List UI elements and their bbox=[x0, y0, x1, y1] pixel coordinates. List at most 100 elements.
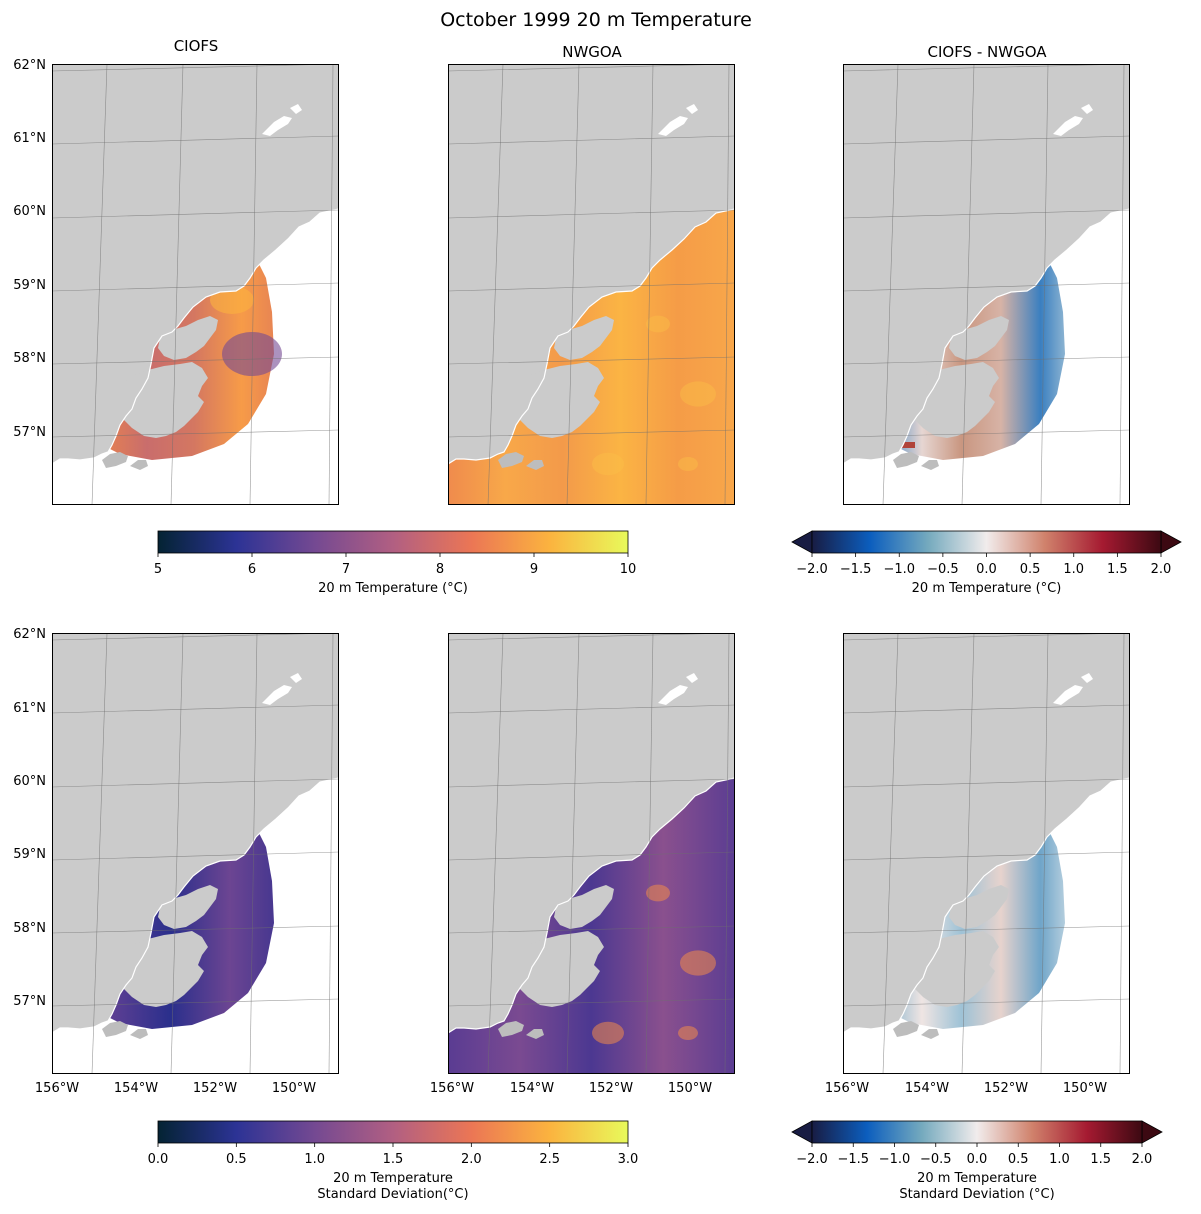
colorbar-tick-label: −0.5 bbox=[927, 562, 959, 577]
lon-label: 150°W bbox=[272, 1081, 316, 1096]
parallel-line bbox=[448, 925, 735, 934]
meridian-line bbox=[249, 633, 258, 1074]
small-islands bbox=[102, 1021, 148, 1039]
parallel-line bbox=[843, 998, 1130, 1007]
colorbar-tick-label: 8 bbox=[436, 562, 444, 577]
parallel-line bbox=[448, 135, 735, 145]
meridian-line bbox=[249, 64, 258, 505]
upper-inlet-shoreline bbox=[658, 673, 698, 705]
meridian-line bbox=[566, 633, 580, 1074]
colorbar-tick-label: 0.5 bbox=[1020, 562, 1041, 577]
eddy-feature bbox=[678, 1026, 698, 1040]
parallel-line bbox=[52, 64, 339, 72]
colorbar-tick-label: 9 bbox=[530, 562, 538, 577]
meridian-line bbox=[1040, 633, 1049, 1074]
colorbar-tick-label: −1.5 bbox=[837, 1152, 869, 1167]
lon-label: 152°W bbox=[193, 1081, 237, 1096]
colorbar-tick-label: −2.0 bbox=[796, 1152, 828, 1167]
parallel-line bbox=[843, 356, 1130, 365]
map-frame bbox=[448, 64, 735, 505]
lon-label: 152°W bbox=[589, 1081, 633, 1096]
upper-inlet-shoreline bbox=[262, 673, 302, 705]
meridian-line bbox=[1040, 64, 1049, 505]
parallel-line bbox=[843, 209, 1130, 219]
eddy-feature bbox=[680, 950, 716, 976]
colorbar-tick-label: 2.0 bbox=[1151, 562, 1172, 577]
meridian-line bbox=[91, 633, 108, 1074]
meridian-line bbox=[882, 633, 899, 1074]
parallel-line bbox=[843, 64, 1130, 72]
colorbar-temperature-difference: −2.0 −1.5 −1.0 −0.5 0.0 0.5 1.0 1.5 2.0 20 m Temp… bbox=[791, 530, 1182, 596]
eddy-feature bbox=[646, 884, 670, 902]
colorbar-tick-label: 7 bbox=[342, 562, 350, 577]
parallel-line bbox=[843, 633, 1130, 641]
parallel-line bbox=[52, 356, 339, 365]
afognak-island bbox=[554, 885, 614, 929]
colorbar-gradient bbox=[157, 530, 629, 554]
colorbar-tick-label: 2.0 bbox=[1132, 1152, 1153, 1167]
colorbar-label: 20 m Temperature (°C) bbox=[912, 581, 1062, 596]
meridian-line bbox=[487, 633, 504, 1074]
meridian-line bbox=[328, 633, 334, 1074]
colorbar-gradient bbox=[811, 1120, 1143, 1144]
map-panel-difference-temperature bbox=[843, 64, 1130, 505]
colorbar-tick-label: 0.0 bbox=[976, 562, 997, 577]
afognak-island bbox=[554, 316, 614, 360]
upper-inlet-shoreline bbox=[262, 104, 302, 136]
eddy-feature bbox=[680, 381, 716, 407]
parallel-line bbox=[843, 135, 1130, 145]
land-mass bbox=[843, 633, 1130, 1033]
panel-title-ciofs: CIOFS bbox=[174, 37, 219, 55]
parallel-line bbox=[52, 778, 339, 788]
lat-label: 57°N bbox=[13, 425, 46, 440]
lon-label: 150°W bbox=[668, 1081, 712, 1096]
meridian-line bbox=[724, 64, 730, 505]
land-mass bbox=[448, 633, 735, 1033]
colorbar-label: Standard Deviation(°C) bbox=[317, 1187, 468, 1202]
colorbar-extend-high bbox=[1160, 530, 1182, 554]
lat-label: 60°N bbox=[13, 774, 46, 789]
upper-inlet-shoreline bbox=[658, 104, 698, 136]
eddy-feature bbox=[592, 452, 624, 476]
colorbar-tick-label: 0.5 bbox=[1008, 1152, 1029, 1167]
parallel-line bbox=[843, 778, 1130, 788]
latitude-labels-bottom: 62°N 61°N 60°N 59°N 58°N 57°N bbox=[13, 627, 46, 1009]
lat-label: 59°N bbox=[13, 278, 46, 293]
lon-label: 154°W bbox=[114, 1081, 158, 1096]
parallel-line bbox=[52, 633, 339, 641]
longitude-labels-col3: 156°W 154°W 152°W 150°W bbox=[825, 1081, 1107, 1096]
parallel-line bbox=[52, 925, 339, 934]
colorbar-extend-low bbox=[791, 1120, 813, 1144]
map-frame bbox=[448, 633, 735, 1074]
coastline bbox=[448, 208, 735, 465]
warm-water-patch bbox=[210, 286, 254, 314]
meridian-line bbox=[645, 633, 654, 1074]
colorbar-label: 20 m Temperature bbox=[333, 1171, 453, 1186]
lon-label: 154°W bbox=[905, 1081, 949, 1096]
colorbar-extend-low bbox=[791, 530, 813, 554]
map-frame bbox=[843, 633, 1130, 1074]
parallel-line bbox=[448, 998, 735, 1007]
colorbar-tick-label: −1.5 bbox=[840, 562, 872, 577]
kodiak-island bbox=[107, 362, 208, 438]
colorbar-standard-deviation-difference: −2.0 −1.5 −1.0 −0.5 0.0 0.5 1.0 1.5 2.0 20 m Temp… bbox=[791, 1120, 1163, 1202]
meridian-line bbox=[487, 64, 504, 505]
latitude-labels-top: 62°N 61°N 60°N 59°N 58°N 57°N bbox=[13, 58, 46, 440]
parallel-line bbox=[52, 429, 339, 438]
parallel-line bbox=[448, 704, 735, 714]
colorbar-tick-label: 1.5 bbox=[1107, 562, 1128, 577]
colorbar-tick-label: 1.0 bbox=[1063, 562, 1084, 577]
parallel-line bbox=[448, 778, 735, 788]
colorbar-tick-label: 1.0 bbox=[304, 1152, 325, 1167]
colorbar-label: 20 m Temperature bbox=[917, 1171, 1037, 1186]
kodiak-island bbox=[898, 362, 999, 438]
meridian-line bbox=[91, 64, 108, 505]
meridian-line bbox=[724, 633, 730, 1074]
lat-label: 58°N bbox=[13, 351, 46, 366]
parallel-line bbox=[52, 998, 339, 1007]
afognak-island bbox=[158, 885, 218, 929]
colorbar-tick-label: 0.0 bbox=[967, 1152, 988, 1167]
parallel-line bbox=[843, 925, 1130, 934]
coastline bbox=[843, 208, 1130, 465]
coastline bbox=[448, 777, 735, 1034]
